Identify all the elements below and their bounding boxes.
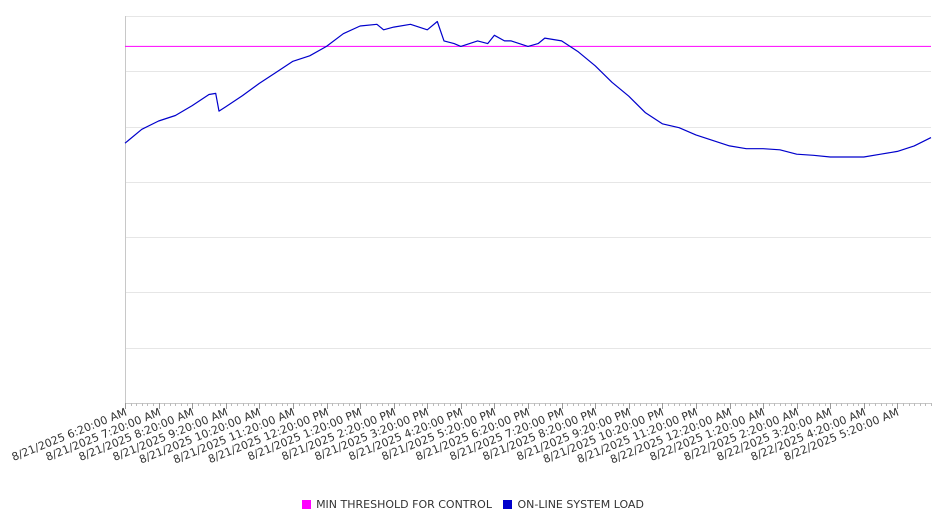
legend-swatch-min-threshold [302, 500, 312, 509]
x-tick-labels: 8/21/2025 6:20:00 AM8/21/2025 7:20:00 AM… [10, 406, 901, 467]
legend-item-system-load[interactable]: ON-LINE SYSTEM LOAD [503, 498, 644, 511]
legend-label-system-load: ON-LINE SYSTEM LOAD [517, 498, 644, 511]
series-layer [124, 20, 932, 158]
gridlines [125, 16, 931, 349]
legend: MIN THRESHOLD FOR CONTROL ON-LINE SYSTEM… [0, 498, 946, 511]
legend-swatch-system-load [503, 500, 513, 509]
series-system-load-line [124, 20, 932, 158]
legend-item-min-threshold[interactable]: MIN THRESHOLD FOR CONTROL [302, 498, 492, 511]
x-major-ticks [125, 403, 898, 409]
legend-label-min-threshold: MIN THRESHOLD FOR CONTROL [316, 498, 492, 511]
